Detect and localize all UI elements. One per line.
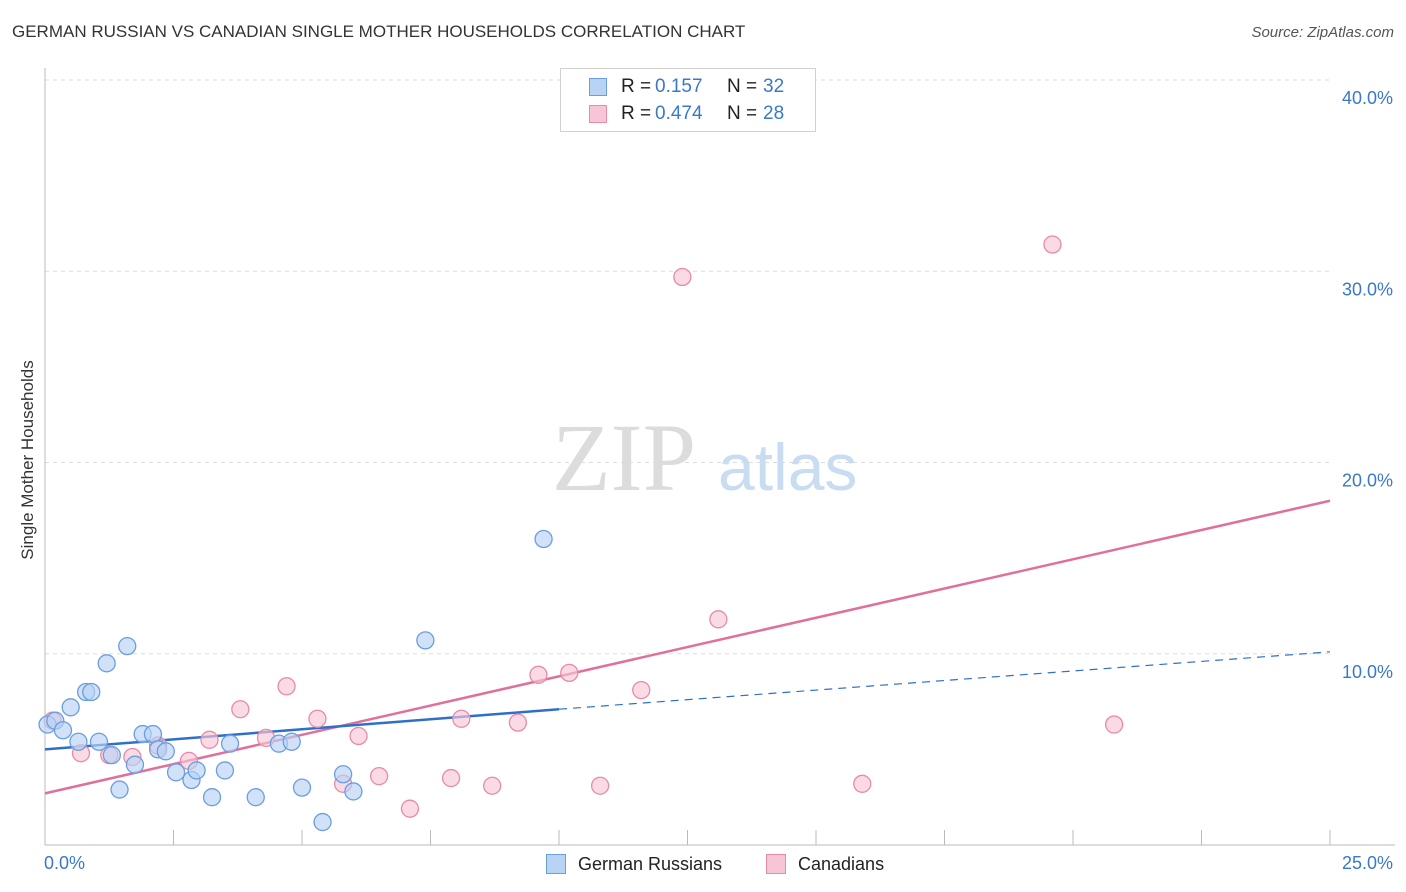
chart-title: GERMAN RUSSIAN VS CANADIAN SINGLE MOTHER… xyxy=(12,22,746,41)
canadians-trend-line xyxy=(44,499,1331,795)
german-russians-point xyxy=(102,745,121,765)
canadians-point xyxy=(369,767,389,786)
german-russians-point xyxy=(61,698,80,717)
y-tick-label: 40.0% xyxy=(1342,88,1393,108)
german-russians-point xyxy=(118,636,137,656)
bottom-legend-canadians: Canadians xyxy=(766,852,884,876)
canadians-point xyxy=(441,768,461,788)
german-russians-point xyxy=(97,654,116,673)
german-russians-point xyxy=(292,778,312,797)
german-russians-point xyxy=(282,732,301,751)
german-russians-point xyxy=(246,788,265,807)
canadians-point xyxy=(308,709,327,728)
canadians-point xyxy=(508,713,528,732)
legend-swatch-blue xyxy=(589,78,607,96)
canadians-point xyxy=(483,776,502,795)
german-russians-point xyxy=(344,782,363,801)
legend-r-key: R = xyxy=(621,76,652,97)
watermark-zip: ZIP xyxy=(552,404,696,511)
canadians-point xyxy=(400,799,420,818)
german-russians-point xyxy=(416,631,435,650)
canadians-point xyxy=(277,677,296,696)
german-russians-trend-extension xyxy=(558,651,1331,710)
german-russians-point xyxy=(53,721,73,740)
german-russians-point xyxy=(69,732,88,751)
legend-r-value: 0.157 xyxy=(655,76,703,97)
axes xyxy=(44,68,1395,846)
canadians-point xyxy=(632,680,651,700)
german-russians-point xyxy=(143,724,163,744)
gridlines xyxy=(45,79,1330,655)
german-russians-point xyxy=(89,732,109,751)
canadians-point xyxy=(529,665,548,684)
canadians-point xyxy=(853,774,872,793)
canadians-point xyxy=(200,730,219,749)
legend-r-key: R = xyxy=(621,103,652,124)
canadians-point xyxy=(590,776,610,795)
german-russians-point xyxy=(202,788,222,807)
german-russians-point xyxy=(125,755,145,774)
canadians-point xyxy=(709,610,728,629)
trend-lines xyxy=(44,499,1331,795)
legend-r-value: 0.474 xyxy=(655,103,703,124)
bottom-legend-label: German Russians xyxy=(578,853,723,874)
legend-swatch-pink xyxy=(589,105,607,123)
german-russians-point xyxy=(215,761,235,780)
canadians-point xyxy=(1043,235,1062,254)
canadians-point xyxy=(1104,715,1124,734)
bottom-legend-swatch-blue xyxy=(546,854,566,874)
german-russians-trend-line xyxy=(44,707,560,751)
y-tick-label: 10.0% xyxy=(1342,662,1393,682)
bottom-legend-label: Canadians xyxy=(798,853,885,874)
data-points xyxy=(38,235,1124,832)
german-russians-point xyxy=(220,734,240,753)
german-russians-point xyxy=(313,812,332,832)
legend-n-key: N = xyxy=(727,76,758,97)
watermark: ZIP atlas xyxy=(552,404,857,511)
legend-row-canadians: R = 0.474 N = 28 xyxy=(561,100,784,128)
canadians-point xyxy=(673,267,692,287)
bottom-legend-swatch-pink xyxy=(766,854,786,874)
german-russians-point xyxy=(110,780,129,799)
x-tick-label: 0.0% xyxy=(44,853,85,873)
source-label: Source: ZipAtlas.com xyxy=(1251,24,1394,41)
german-russians-point xyxy=(166,763,186,782)
watermark-atlas: atlas xyxy=(718,430,857,504)
x-tick-label: 25.0% xyxy=(1342,853,1393,873)
y-tick-label: 30.0% xyxy=(1342,279,1393,299)
tick-labels: 10.0% 20.0% 30.0% 40.0% 0.0% 25.0% xyxy=(44,88,1393,873)
y-tick-label: 20.0% xyxy=(1342,471,1393,491)
german-russians-point xyxy=(156,742,175,761)
german-russians-point xyxy=(187,761,206,780)
canadians-point xyxy=(349,726,368,746)
legend-n-key: N = xyxy=(727,103,758,124)
german-russians-point xyxy=(82,682,101,702)
canadians-point xyxy=(560,663,579,683)
german-russians-point xyxy=(333,765,353,784)
correlation-legend: R = 0.157 N = 32 R = 0.474 N = 28 xyxy=(560,68,816,132)
legend-n-value: 28 xyxy=(763,103,785,124)
legend-row-german-russians: R = 0.157 N = 32 xyxy=(561,73,784,101)
canadians-point xyxy=(452,709,471,728)
canadians-point xyxy=(231,700,250,719)
german-russians-point xyxy=(534,529,553,549)
bottom-legend-german-russians: German Russians xyxy=(546,852,722,876)
legend-n-value: 32 xyxy=(763,76,785,97)
